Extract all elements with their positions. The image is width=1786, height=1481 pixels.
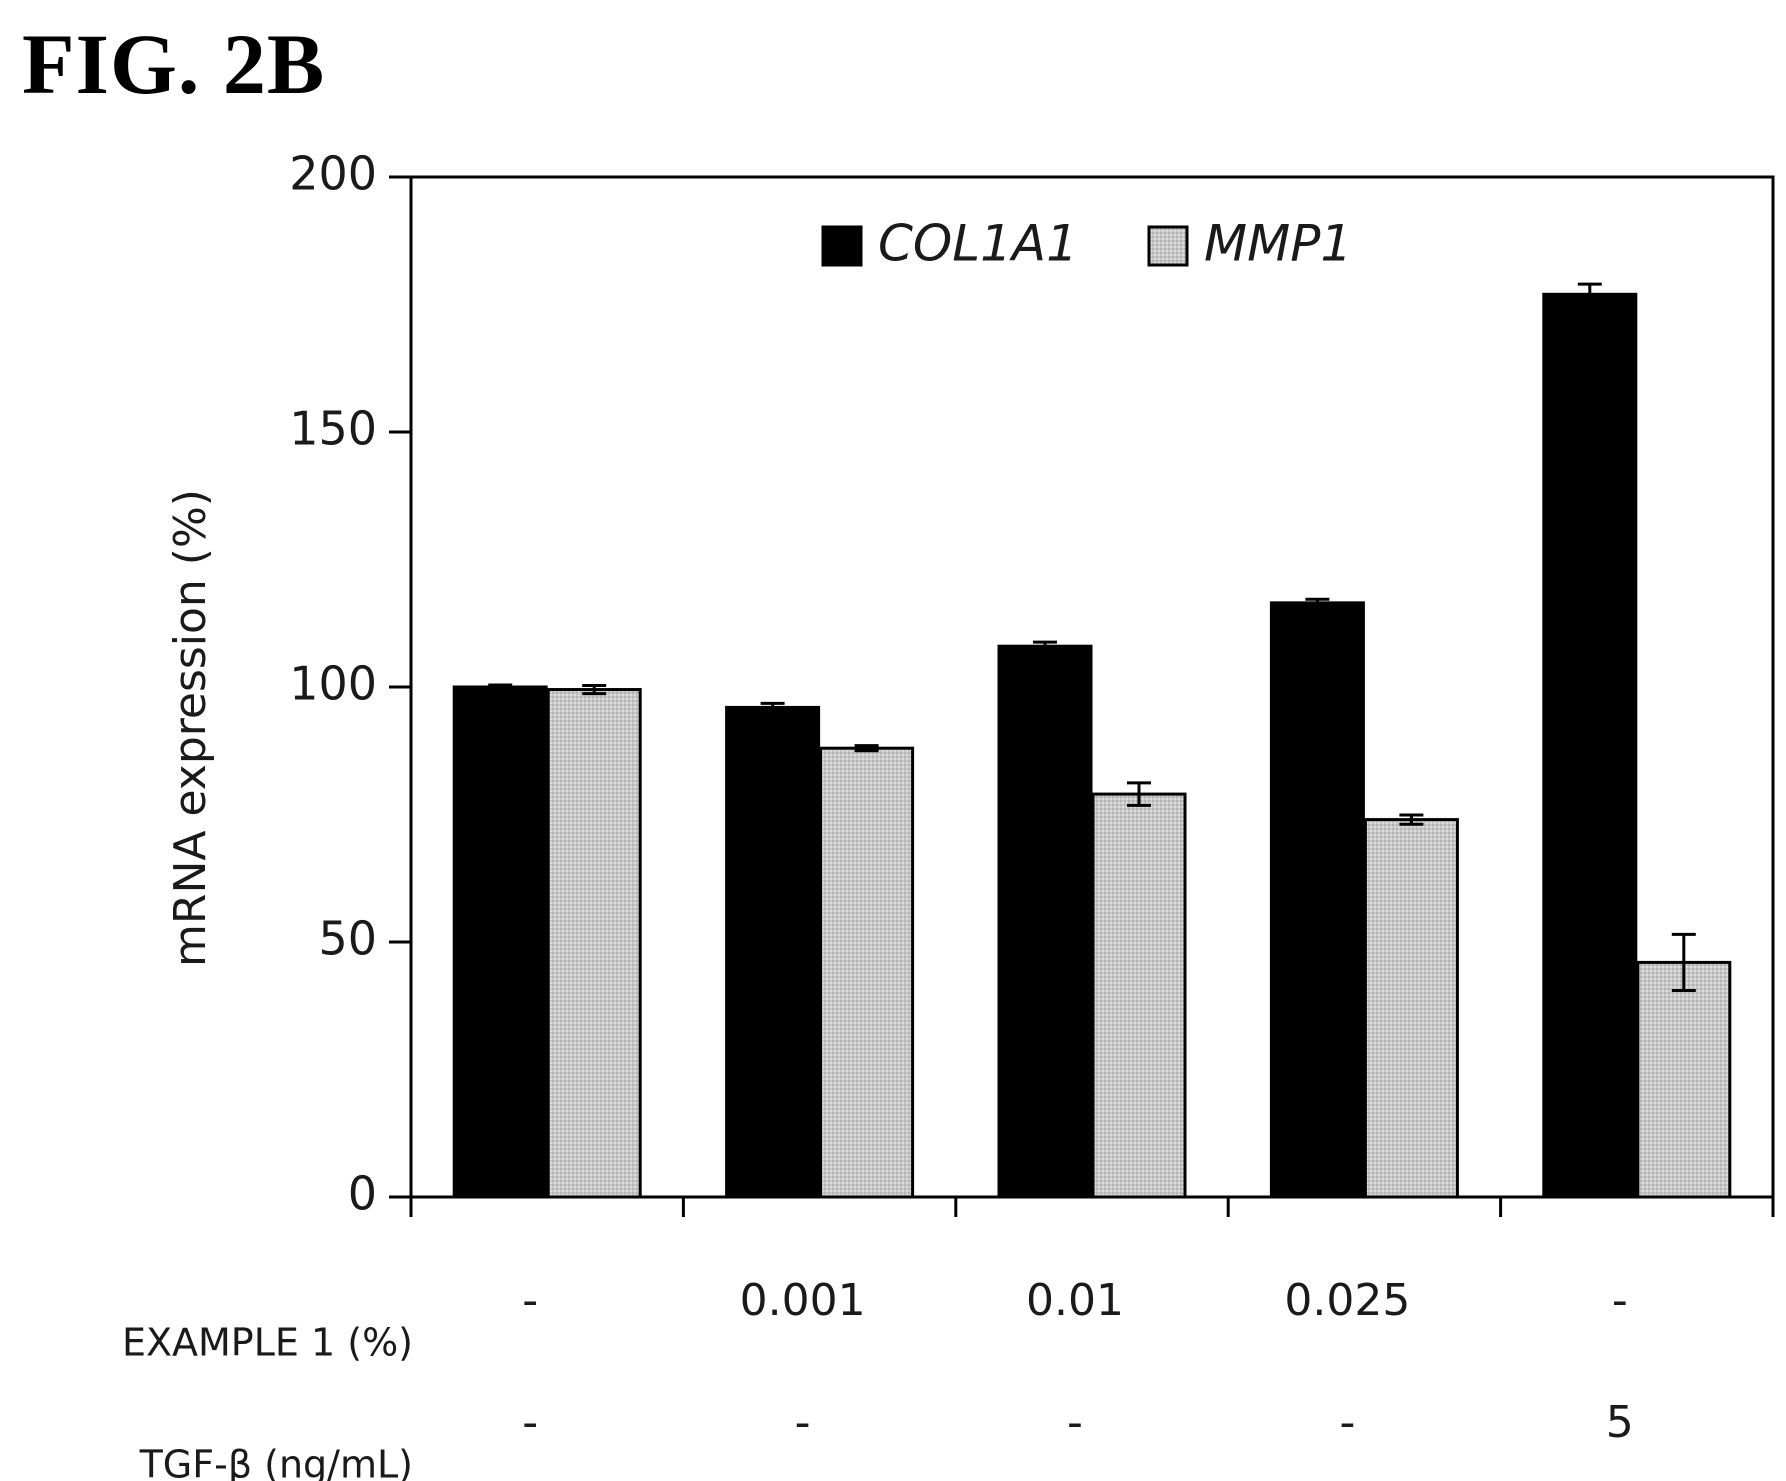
figure-title: FIG. 2B <box>22 16 326 112</box>
col1a1-bar-2 <box>725 705 821 1199</box>
y-tick-label-150: 150 <box>289 402 377 456</box>
mmp1-bar-3 <box>1091 792 1187 1199</box>
col1a1-error-bar-5 <box>1577 282 1602 306</box>
mmp1-bar-1 <box>546 688 642 1199</box>
col1a1-error-bar-3 <box>1033 640 1057 652</box>
mmp1-error-bar-1 <box>582 683 607 696</box>
legend-swatch-mmp1 <box>1147 225 1189 267</box>
legend: COL1A1 MMP1 <box>821 215 1352 273</box>
legend-label-mmp1: MMP1 <box>1204 215 1352 273</box>
col1a1-bar-5 <box>1542 292 1638 1199</box>
y-tick-label-0: 0 <box>348 1167 377 1221</box>
condition-row-label-2: TGF-β (ng/mL) <box>139 1443 413 1481</box>
condition-value-r2-c2: - <box>795 1397 811 1448</box>
condition-value-r2-c1: - <box>522 1397 538 1448</box>
condition-value-r1-c3: 0.01 <box>1026 1275 1124 1326</box>
condition-value-r1-c1: - <box>522 1275 538 1326</box>
mmp1-error-bar-3 <box>1127 781 1151 807</box>
y-tick-label-100: 100 <box>289 657 377 711</box>
legend-label-col1a1: COL1A1 <box>878 215 1078 273</box>
col1a1-bar-4 <box>1269 601 1365 1199</box>
mmp1-error-bar-5 <box>1671 932 1696 992</box>
mmp1-bar-5 <box>1636 960 1732 1199</box>
condition-value-r1-c4: 0.025 <box>1284 1275 1410 1326</box>
condition-value-r1-c5: - <box>1612 1275 1628 1326</box>
mmp1-error-bar-4 <box>1399 813 1424 826</box>
condition-value-r2-c5: 5 <box>1606 1397 1634 1448</box>
mmp1-bar-4 <box>1363 818 1459 1199</box>
error-bars-layer <box>488 282 1696 992</box>
legend-swatch-col1a1 <box>821 225 863 267</box>
condition-value-r2-c4: - <box>1339 1397 1355 1448</box>
condition-table: EXAMPLE 1 (%) - 0.001 0.01 0.025 - TGF-β (ng/m… <box>122 1275 1634 1481</box>
col1a1-error-bar-2 <box>760 701 785 713</box>
col1a1-bar-3 <box>997 644 1093 1199</box>
col1a1-error-bar-1 <box>488 683 513 691</box>
y-tick-label-200: 200 <box>289 147 377 201</box>
condition-row-label-1: EXAMPLE 1 (%) <box>122 1321 413 1365</box>
y-axis-label: mRNA expression (%) <box>165 489 216 967</box>
mmp1-error-bar-2 <box>854 744 879 753</box>
tick-labels-layer: 0 50 100 150 200 <box>289 147 1775 1221</box>
condition-value-r2-c3: - <box>1067 1397 1083 1448</box>
condition-value-r1-c2: 0.001 <box>740 1275 866 1326</box>
col1a1-bar-1 <box>452 685 548 1199</box>
y-tick-label-50: 50 <box>318 912 377 966</box>
mmp1-bar-2 <box>819 746 915 1199</box>
col1a1-error-bar-4 <box>1305 597 1330 608</box>
bars-layer <box>452 292 1732 1199</box>
